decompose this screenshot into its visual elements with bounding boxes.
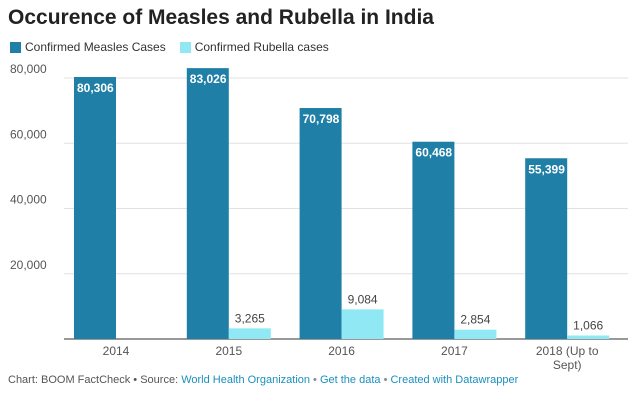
- footer-separator: •: [310, 374, 320, 386]
- source-link[interactable]: World Health Organization: [181, 374, 310, 386]
- bar-measles: [412, 141, 455, 339]
- legend-label-measles: Confirmed Measles Cases: [25, 40, 166, 54]
- bar-value-label-measles: 80,306: [77, 81, 114, 95]
- y-tick-label: 80,000: [10, 62, 47, 76]
- x-tick-label: 2015: [215, 344, 242, 358]
- bar-value-label-rubella: 2,854: [460, 313, 490, 327]
- get-data-link[interactable]: Get the data: [319, 374, 381, 386]
- bar-rubella: [341, 309, 384, 339]
- bar-rubella: [567, 335, 610, 339]
- legend-label-rubella: Confirmed Rubella cases: [194, 40, 329, 54]
- bar-value-label-rubella: 3,265: [235, 311, 265, 325]
- x-tick-label: 2014: [103, 344, 130, 358]
- bar-value-label-rubella: 9,084: [348, 292, 378, 306]
- y-tick-label: 40,000: [10, 193, 47, 207]
- x-tick-label: 2016: [328, 344, 355, 358]
- footer-separator: •: [380, 374, 391, 386]
- x-tick-label: 2017: [441, 344, 468, 358]
- chart-title: Occurence of Measles and Rubella in Indi…: [8, 6, 434, 29]
- legend-swatch-measles: [10, 41, 21, 53]
- legend-item-rubella: Confirmed Rubella cases: [179, 40, 329, 54]
- bar-measles: [74, 77, 116, 339]
- bar-value-label-measles: 55,399: [528, 162, 565, 176]
- chart-footer: Chart: BOOM FactCheck • Source: World He…: [8, 374, 518, 386]
- bar-rubella: [454, 329, 497, 339]
- datawrapper-link[interactable]: Created with Datawrapper: [390, 374, 519, 386]
- bar-rubella: [228, 328, 271, 339]
- y-tick-label: 20,000: [10, 258, 47, 272]
- bar-value-label-measles: 70,798: [303, 112, 340, 126]
- bar-measles: [525, 158, 568, 339]
- footer-credit: Chart: BOOM FactCheck • Source:: [8, 374, 182, 386]
- x-tick-label: 2018 (Up to: [536, 344, 599, 358]
- legend-swatch-rubella: [179, 41, 191, 53]
- bar-measles: [299, 108, 342, 340]
- legend-item-measles: Confirmed Measles Cases: [10, 40, 166, 54]
- bar-value-label-measles: 60,468: [415, 146, 452, 160]
- y-tick-label: 60,000: [10, 127, 47, 141]
- bar-value-label-rubella: 1,066: [573, 319, 603, 333]
- x-tick-label: Sept): [553, 358, 582, 372]
- bar-value-label-measles: 83,026: [190, 72, 227, 86]
- bar-measles: [186, 68, 229, 339]
- chart-legend: Confirmed Measles Cases Confirmed Rubell…: [10, 40, 343, 54]
